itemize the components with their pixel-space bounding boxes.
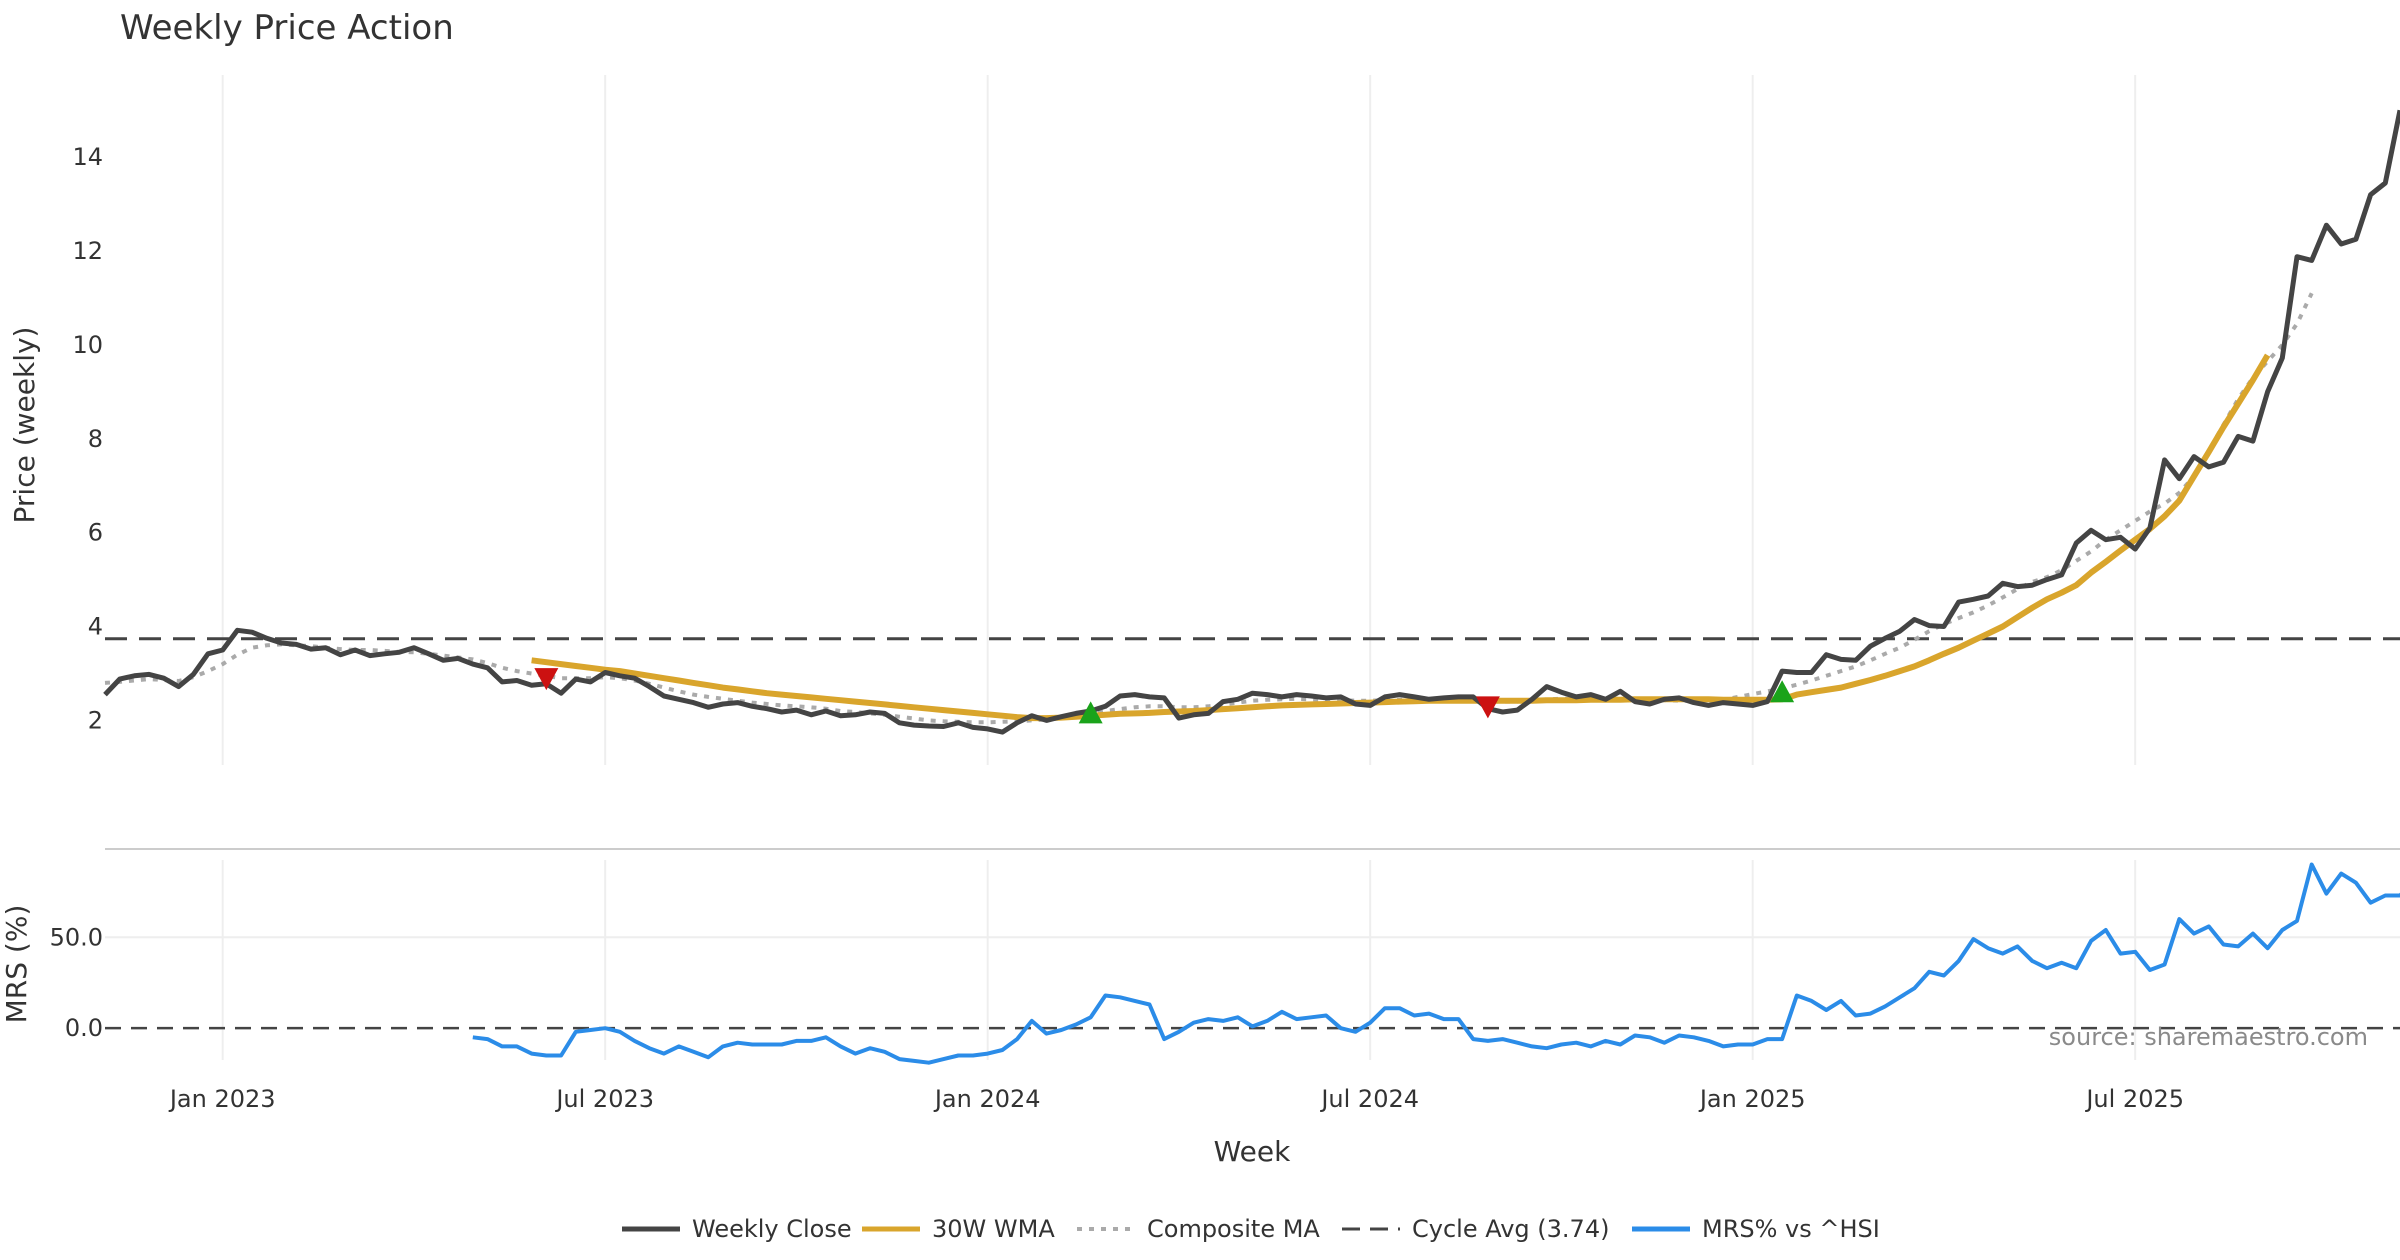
mrs-line — [472, 862, 2400, 1065]
mrs-y-axis-title: MRS (%) — [0, 905, 33, 1024]
price-y-tick-label: 14 — [72, 143, 103, 171]
x-tick-label: Jul 2024 — [1319, 1085, 1419, 1113]
legend-label: Composite MA — [1147, 1215, 1320, 1243]
legend-label: Weekly Close — [692, 1215, 852, 1243]
price-y-tick-label: 6 — [88, 519, 103, 547]
legend-item: Weekly Close — [622, 1215, 852, 1243]
weekly-close-line — [103, 109, 2400, 735]
price-y-tick-label: 10 — [72, 331, 103, 359]
wma-30w-line — [531, 353, 2271, 722]
sell-signal-marker — [534, 668, 559, 691]
price-y-tick-labels: 2 4 6 8 10 12 14 — [72, 143, 103, 734]
x-tick-label: Jan 2025 — [1698, 1085, 1806, 1113]
legend-item: Composite MA — [1077, 1215, 1320, 1243]
sell-signal-marker — [1475, 696, 1500, 719]
x-tick-label: Jul 2025 — [2084, 1085, 2184, 1113]
mrs-y-tick-label: 50.0 — [50, 923, 103, 951]
legend-label: Cycle Avg (3.74) — [1412, 1215, 1609, 1243]
composite-ma-line — [104, 292, 2314, 725]
legend-label: MRS% vs ^HSI — [1702, 1215, 1880, 1243]
x-tick-label: Jan 2023 — [168, 1085, 276, 1113]
price-y-tick-label: 4 — [88, 613, 103, 641]
legend-item: 30W WMA — [862, 1215, 1055, 1243]
mrs-y-tick-labels: 0.0 50.0 — [50, 923, 103, 1042]
x-axis-title: Week — [1214, 1135, 1291, 1168]
price-y-tick-label: 12 — [72, 237, 103, 265]
price-y-axis-title: Price (weekly) — [8, 327, 41, 524]
x-tick-label: Jul 2023 — [554, 1085, 654, 1113]
legend: Weekly Close 30W WMA Composite MA Cycle Avg… — [622, 1215, 1880, 1243]
chart-title: Weekly Price Action — [120, 8, 454, 48]
mrs-y-tick-label: 0.0 — [65, 1014, 103, 1042]
buy-signal-marker — [1078, 701, 1103, 724]
vertical-gridlines — [221, 75, 2137, 1060]
buy-signal-marker — [1770, 680, 1795, 703]
price-y-tick-label: 8 — [88, 425, 103, 453]
legend-item: MRS% vs ^HSI — [1632, 1215, 1880, 1243]
price-y-tick-label: 2 — [88, 706, 103, 734]
legend-label: 30W WMA — [932, 1215, 1055, 1243]
legend-item: Cycle Avg (3.74) — [1342, 1215, 1609, 1243]
source-credit: source: sharemaestro.com — [2049, 1023, 2368, 1051]
x-tick-labels: Jan 2023 Jul 2023 Jan 2024 Jul 2024 Jan 2025… — [168, 1085, 2184, 1113]
x-tick-label: Jan 2024 — [933, 1085, 1041, 1113]
signal-markers — [534, 668, 1795, 724]
